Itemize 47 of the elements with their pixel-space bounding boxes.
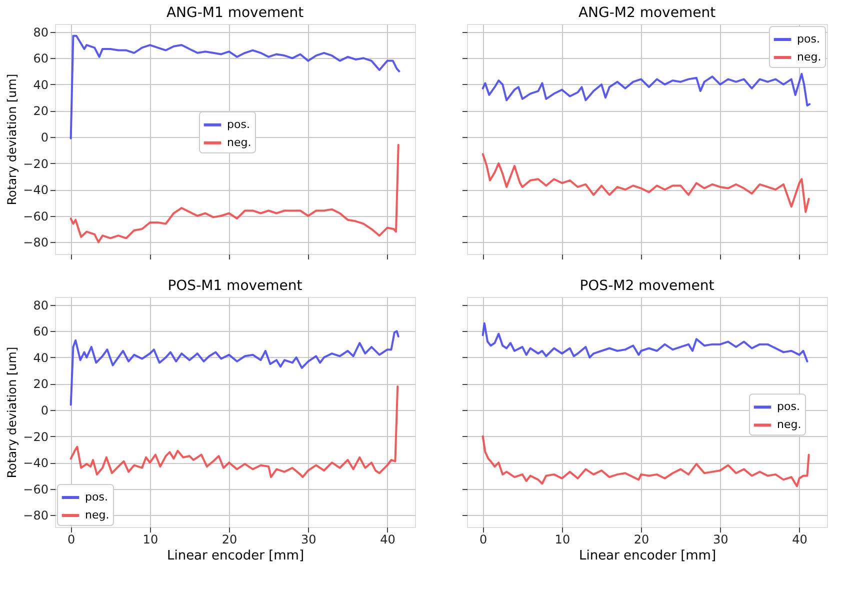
x-tick-label: 20 <box>634 532 650 546</box>
y-tick-label: −60 <box>23 482 48 496</box>
y-tick-label: −40 <box>23 456 48 470</box>
legend-label: pos. <box>85 490 108 504</box>
x-tick-label: 0 <box>68 532 76 546</box>
chart-title: POS-M1 movement <box>168 278 303 294</box>
legend-label: pos. <box>227 118 250 131</box>
y-tick-label: 60 <box>33 324 48 339</box>
line-series <box>70 34 400 140</box>
line-series <box>70 385 399 478</box>
y-tick-label: 20 <box>33 104 48 118</box>
y-tick-label: 80 <box>33 298 48 312</box>
y-axis-title: Rotary deviation [um] <box>5 74 20 206</box>
legend-label: neg. <box>777 418 802 432</box>
chart-title: ANG-M1 movement <box>166 5 304 21</box>
y-tick-label: −60 <box>23 209 48 224</box>
y-tick-label: 0 <box>40 404 48 418</box>
y-tick-label: −80 <box>23 508 48 523</box>
legend-label: neg. <box>797 50 822 64</box>
y-tick-label: −20 <box>23 430 48 444</box>
y-tick-label: −40 <box>23 183 48 198</box>
legend-label: pos. <box>797 32 820 46</box>
x-tick-label: 0 <box>480 532 488 546</box>
y-tick-label: −80 <box>23 236 48 250</box>
y-tick-label: 20 <box>33 377 48 392</box>
y-tick-label: 40 <box>33 350 48 365</box>
y-tick-label: 80 <box>33 25 48 40</box>
chart-title: POS-M2 movement <box>580 278 715 294</box>
x-tick-label: 40 <box>792 532 808 546</box>
x-tick-label: 20 <box>222 532 238 546</box>
x-tick-label: 30 <box>301 532 316 546</box>
y-tick-label: 40 <box>33 78 48 92</box>
y-tick-label: −20 <box>23 156 48 171</box>
chart-title: ANG-M2 movement <box>578 5 716 21</box>
y-tick-label: 60 <box>33 52 48 66</box>
legend-label: neg. <box>85 508 110 522</box>
legend-label: neg. <box>227 136 252 149</box>
y-tick-label: 0 <box>40 130 48 145</box>
legend-label: pos. <box>777 400 800 414</box>
line-series <box>70 330 400 406</box>
y-axis-title: Rotary deviation [um] <box>5 346 20 478</box>
x-tick-label: 40 <box>380 532 396 546</box>
x-tick-label: 10 <box>554 532 570 546</box>
x-axis-title: Linear encoder [mm] <box>578 548 716 564</box>
x-axis-title: Linear encoder [mm] <box>166 548 304 564</box>
x-tick-label: 30 <box>713 532 728 546</box>
x-tick-label: 10 <box>142 532 158 546</box>
